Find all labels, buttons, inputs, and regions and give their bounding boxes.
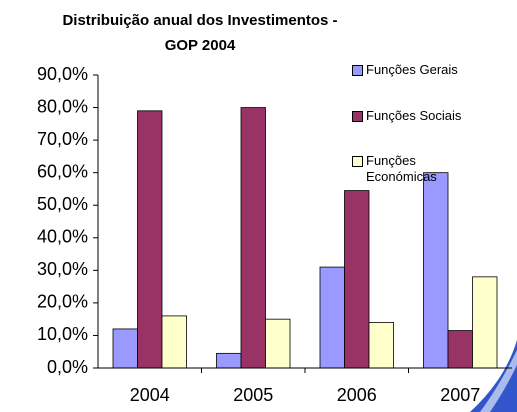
- x-tick-label: 2007: [440, 385, 480, 405]
- page-curl: [470, 340, 517, 412]
- bar: [161, 315, 187, 369]
- legend-swatch: [352, 65, 363, 76]
- y-tick-label: 70,0%: [37, 129, 88, 149]
- legend-entry: Funções Sociais: [352, 108, 474, 124]
- legend-swatch: [352, 111, 363, 122]
- y-tick-label: 60,0%: [37, 161, 88, 181]
- bar: [319, 266, 345, 369]
- bar: [423, 172, 449, 369]
- y-tick-label: 40,0%: [37, 227, 88, 247]
- bar: [368, 322, 394, 369]
- x-tick-label: 2004: [130, 385, 170, 405]
- legend-label: Funções Sociais: [366, 108, 462, 123]
- legend-swatch: [352, 156, 363, 167]
- bar: [112, 328, 138, 369]
- y-tick-label: 50,0%: [37, 194, 88, 214]
- y-tick-label: 0,0%: [47, 357, 88, 377]
- chart-title: Distribuição anual dos Investimentos - G…: [62, 12, 338, 54]
- bar: [137, 110, 163, 369]
- y-tick-label: 90,0%: [37, 64, 88, 84]
- legend-label: Funções Económicas: [366, 153, 437, 184]
- y-tick-label: 80,0%: [37, 96, 88, 116]
- bar: [447, 330, 473, 369]
- bar: [344, 190, 370, 369]
- bar: [216, 352, 242, 369]
- bar: [240, 107, 266, 369]
- legend-entry: Funções Económicas: [352, 153, 474, 185]
- x-tick-label: 2005: [233, 385, 273, 405]
- x-tick-label: 2006: [337, 385, 377, 405]
- y-tick-label: 20,0%: [37, 292, 88, 312]
- y-tick-label: 10,0%: [37, 324, 88, 344]
- bar: [472, 276, 498, 369]
- legend-entry: Funções Gerais: [352, 62, 474, 78]
- y-tick-label: 30,0%: [37, 259, 88, 279]
- legend-label: Funções Gerais: [366, 62, 458, 77]
- bar: [265, 318, 291, 369]
